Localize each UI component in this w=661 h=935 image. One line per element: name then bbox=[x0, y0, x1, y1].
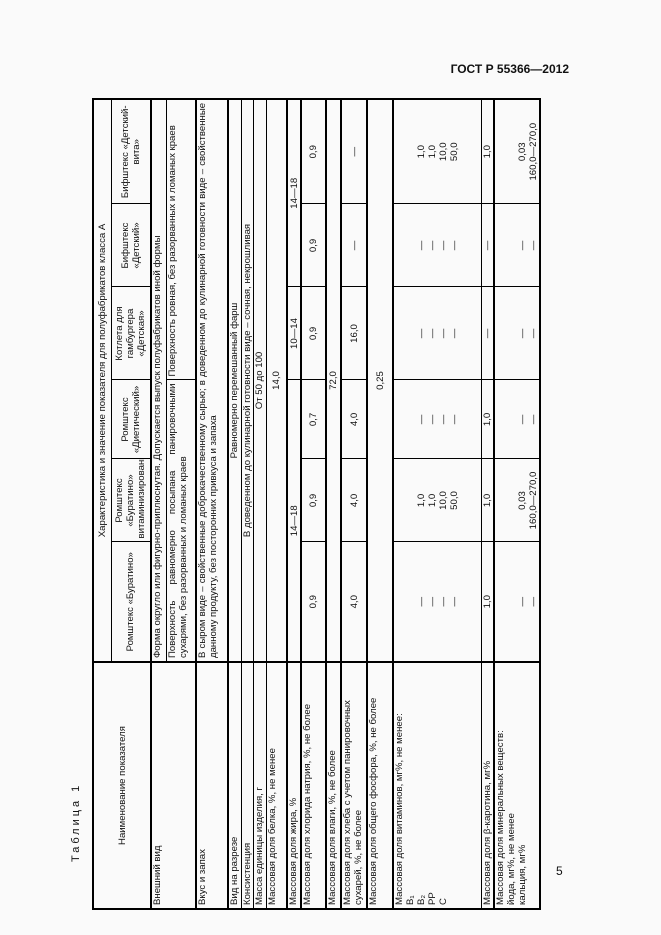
product-header: Ромштекс «Буратино» витаминизированный» bbox=[111, 459, 151, 542]
vitamins-value: 1,0 1,0 10,0 50,0 bbox=[393, 459, 481, 542]
carotene-value: 1,0 bbox=[481, 542, 494, 662]
standard-number: ГОСТ Р 55366—2012 bbox=[450, 62, 569, 76]
product-header: Бифштекс «Детский» bbox=[111, 204, 151, 287]
row-name-taste: Вкус и запах bbox=[196, 662, 228, 909]
vitamins-value: — — — — bbox=[393, 287, 481, 380]
product-header: Бифштекс «Детский-вита» bbox=[111, 98, 151, 204]
row-name-moisture: Массовая доля влаги, %, не более bbox=[326, 662, 341, 909]
unit-mass-value: От 50 до 100 bbox=[253, 98, 266, 662]
row-name-phosphorus: Массовая доля общего фосфора, %, не боле… bbox=[367, 662, 393, 909]
fat-value: 14—18 bbox=[287, 380, 301, 662]
minerals-value: — — bbox=[493, 542, 540, 662]
minerals-value: 0,03 160,0—270,0 bbox=[493, 98, 540, 204]
appearance-surface-b: Поверхность ровная, без разорванных и ло… bbox=[166, 98, 196, 380]
protein-value: 14,0 bbox=[266, 98, 287, 662]
row-name-consistency: Консистенция bbox=[241, 662, 253, 909]
minerals-value: — — bbox=[493, 380, 540, 459]
bread-value: — bbox=[341, 204, 367, 287]
row-name-carotene: Массовая доля β-каротина, мг% bbox=[481, 662, 494, 909]
vitamins-value: — — — — bbox=[393, 542, 481, 662]
col-header-name: Наименование показателя bbox=[93, 662, 151, 909]
appearance-surface-a: Поверхность равномерно посыпана панирово… bbox=[166, 380, 196, 662]
taste-value: В сыром виде – свойственные доброкачеств… bbox=[196, 98, 228, 662]
carotene-value: — bbox=[481, 204, 494, 287]
bread-value: 4,0 bbox=[341, 542, 367, 662]
table-caption: Таблица 1 bbox=[70, 782, 82, 862]
row-name-vitamins: Массовая доля витаминов, мг%, не менее: … bbox=[393, 662, 481, 909]
product-header: Ромштекс «Буратино» bbox=[111, 542, 151, 662]
row-name-cut: Вид на разрезе bbox=[228, 662, 241, 909]
carotene-value: — bbox=[481, 287, 494, 380]
group-header: Характеристика и значение показателя для… bbox=[93, 98, 111, 662]
carotene-value: 1,0 bbox=[481, 380, 494, 459]
vitamins-value: 1,0 1,0 10,0 50,0 bbox=[393, 98, 481, 204]
sodium-value: 0,9 bbox=[301, 98, 326, 204]
phosphorus-value: 0,25 bbox=[367, 98, 393, 662]
row-name-fat: Массовая доля жира, % bbox=[287, 662, 301, 909]
rotated-table-wrapper: Наименование показателя Характеристика и… bbox=[92, 97, 541, 910]
row-name-appearance: Внешний вид bbox=[151, 662, 196, 909]
carotene-value: 1,0 bbox=[481, 459, 494, 542]
bread-value: — bbox=[341, 98, 367, 204]
row-name-bread: Массовая доля хлеба с учетом панировочны… bbox=[341, 662, 367, 909]
vitamins-value: — — — — bbox=[393, 204, 481, 287]
sodium-value: 0,9 bbox=[301, 459, 326, 542]
minerals-value: 0,03 160,0—270,0 bbox=[493, 459, 540, 542]
bread-value: 4,0 bbox=[341, 380, 367, 459]
row-name-minerals: Массовая доля минеральных веществ: йода,… bbox=[493, 662, 540, 909]
row-name-sodium: Массовая доля хлорида натрия, %, не боле… bbox=[301, 662, 326, 909]
fat-value: 14—18 bbox=[287, 98, 301, 287]
fat-value: 10—14 bbox=[287, 287, 301, 380]
appearance-shape: Форма округло или фигурно-приплюснутая. … bbox=[151, 98, 166, 662]
page-number: 5 bbox=[556, 864, 563, 878]
specs-table: Наименование показателя Характеристика и… bbox=[92, 97, 541, 910]
product-header: Котлета для гамбургера «Детская» bbox=[111, 287, 151, 380]
bread-value: 16,0 bbox=[341, 287, 367, 380]
minerals-value: — — bbox=[493, 287, 540, 380]
vitamins-value: — — — — bbox=[393, 380, 481, 459]
sodium-value: 0,9 bbox=[301, 287, 326, 380]
cut-value: Равномерно перемешанный фарш bbox=[228, 98, 241, 662]
row-name-protein: Массовая доля белка, %, не менее bbox=[266, 662, 287, 909]
bread-value: 4,0 bbox=[341, 459, 367, 542]
sodium-value: 0,9 bbox=[301, 542, 326, 662]
carotene-value: 1,0 bbox=[481, 98, 494, 204]
consistency-value: В доведенном до кулинарной готовности ви… bbox=[241, 98, 253, 662]
minerals-value: — — bbox=[493, 204, 540, 287]
product-header: Ромштекс «Диетический» bbox=[111, 380, 151, 459]
sodium-value: 0,7 bbox=[301, 380, 326, 459]
row-name-unit-mass: Масса единицы изделия, г bbox=[253, 662, 266, 909]
moisture-value: 72,0 bbox=[326, 98, 341, 662]
sodium-value: 0,9 bbox=[301, 204, 326, 287]
